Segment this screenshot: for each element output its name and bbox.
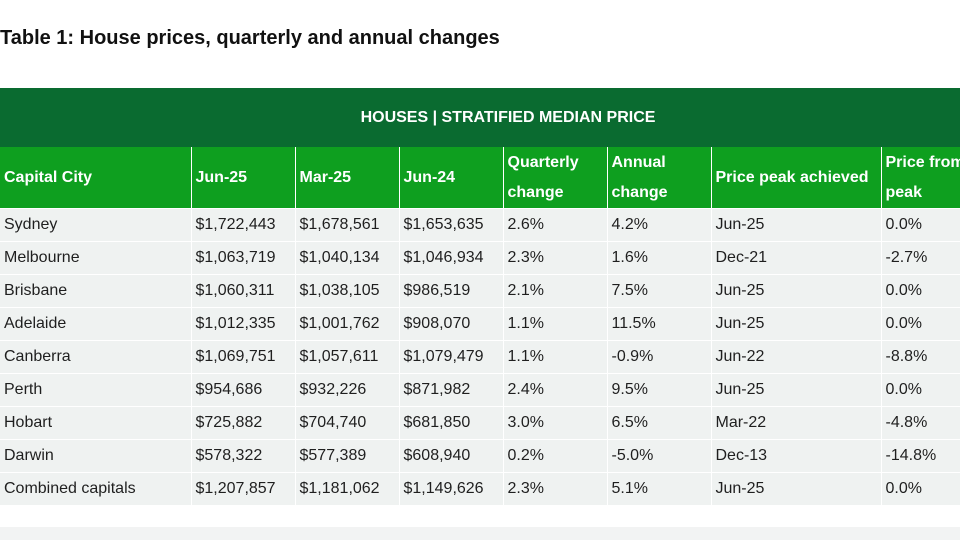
table-cell: Dec-21 [710,241,881,275]
table-cell: -4.8% [880,406,960,440]
column-header: Mar-25 [294,147,399,209]
table-row: Sydney $1,722,443 $1,678,561 $1,653,635 2.6%… [0,208,960,242]
table-cell: 9.5% [606,373,711,407]
table-cell: Darwin [0,439,191,473]
table-row: Perth $954,686 $932,226 $871,982 2.4% 9.5% Jun… [0,373,960,407]
table-cell: -0.9% [606,340,711,374]
table-cell: Perth [0,373,191,407]
table-row: Hobart $725,882 $704,740 $681,850 3.0% 6.5% Ma… [0,406,960,440]
table-cell: $932,226 [294,373,399,407]
table-cell: $1,678,561 [294,208,399,242]
table-cell: $1,038,105 [294,274,399,308]
table-cell: Jun-25 [710,274,881,308]
table-cell: 6.5% [606,406,711,440]
table-cell: -5.0% [606,439,711,473]
table-cell: 5.1% [606,472,711,505]
table-cell: $1,060,311 [190,274,295,308]
table-row: Adelaide $1,012,335 $1,001,762 $908,070 1.1%… [0,307,960,341]
table-cell: Canberra [0,340,191,374]
table-cell: Jun-25 [710,472,881,505]
table-cell: -2.7% [880,241,960,275]
table-cell: $1,079,479 [398,340,503,374]
table-cell: 0.0% [880,373,960,407]
table-cell: 2.4% [502,373,607,407]
table-cell: $704,740 [294,406,399,440]
table-cell: $871,982 [398,373,503,407]
table-cell: $1,046,934 [398,241,503,275]
table-cell: 2.1% [502,274,607,308]
column-header: Capital City [0,147,191,209]
column-header: Jun-25 [190,147,295,209]
column-header: Price from peak [880,147,960,209]
table-cell: 7.5% [606,274,711,308]
column-header: Price peak achieved [710,147,881,209]
table-cell: 0.0% [880,307,960,341]
column-header: Jun-24 [398,147,503,209]
table-row: Canberra $1,069,751 $1,057,611 $1,079,479 1.… [0,340,960,374]
footer-bar [0,527,960,540]
table-cell: Adelaide [0,307,191,341]
table-cell: $725,882 [190,406,295,440]
table-cell: Brisbane [0,274,191,308]
table-band-row: HOUSES | STRATIFIED MEDIAN PRICE [0,88,960,147]
table-header-row: Capital City Jun-25 Mar-25 Jun-24 Quarterly … [0,147,960,209]
house-price-table-container: HOUSES | STRATIFIED MEDIAN PRICE Capital… [0,88,960,540]
table-cell: 1.6% [606,241,711,275]
table-cell: $1,149,626 [398,472,503,505]
table-cell: 2.6% [502,208,607,242]
table-cell: $954,686 [190,373,295,407]
table-cell: $577,389 [294,439,399,473]
table-cell: $1,057,611 [294,340,399,374]
table-cell: Dec-13 [710,439,881,473]
table-cell: 0.0% [880,274,960,308]
table-row: Darwin $578,322 $577,389 $608,940 0.2% -5.0% D… [0,439,960,473]
table-cell: Jun-25 [710,373,881,407]
table-cell: Mar-22 [710,406,881,440]
table-cell: 4.2% [606,208,711,242]
table-cell: 1.1% [502,340,607,374]
table-cell: Combined capitals [0,472,191,505]
table-cell: $908,070 [398,307,503,341]
table-cell: 0.0% [880,208,960,242]
table-cell: $986,519 [398,274,503,308]
table-cell: Melbourne [0,241,191,275]
table-cell: $1,653,635 [398,208,503,242]
table-cell: $1,181,062 [294,472,399,505]
table-cell: -14.8% [880,439,960,473]
table-cell: 1.1% [502,307,607,341]
table-cell: $1,063,719 [190,241,295,275]
column-header: Annual change [606,147,711,209]
table-cell: 0.2% [502,439,607,473]
table-cell: Jun-22 [710,340,881,374]
table-title: Table 1: House prices, quarterly and ann… [0,27,500,49]
table-cell: Sydney [0,208,191,242]
house-price-table: HOUSES | STRATIFIED MEDIAN PRICE Capital… [0,88,960,505]
table-cell: 3.0% [502,406,607,440]
table-cell: $1,069,751 [190,340,295,374]
table-cell: $1,722,443 [190,208,295,242]
table-row: Combined capitals $1,207,857 $1,181,062 $1,… [0,472,960,505]
table-cell: Jun-25 [710,307,881,341]
table-cell: 2.3% [502,241,607,275]
table-cell: $1,012,335 [190,307,295,341]
table-cell: $578,322 [190,439,295,473]
table-cell: 2.3% [502,472,607,505]
table-row: Brisbane $1,060,311 $1,038,105 $986,519 2.1%… [0,274,960,308]
table-band-label: HOUSES | STRATIFIED MEDIAN PRICE [0,88,960,147]
table-cell: 11.5% [606,307,711,341]
table-cell: $1,207,857 [190,472,295,505]
table-cell: $681,850 [398,406,503,440]
table-row: Melbourne $1,063,719 $1,040,134 $1,046,934 2… [0,241,960,275]
table-cell: 0.0% [880,472,960,505]
table-cell: Hobart [0,406,191,440]
table-cell: $1,040,134 [294,241,399,275]
table-cell: $1,001,762 [294,307,399,341]
table-cell: $608,940 [398,439,503,473]
column-header: Quarterly change [502,147,607,209]
table-cell: -8.8% [880,340,960,374]
table-body: Sydney $1,722,443 $1,678,561 $1,653,635 2.6%… [0,208,960,505]
table-cell: Jun-25 [710,208,881,242]
